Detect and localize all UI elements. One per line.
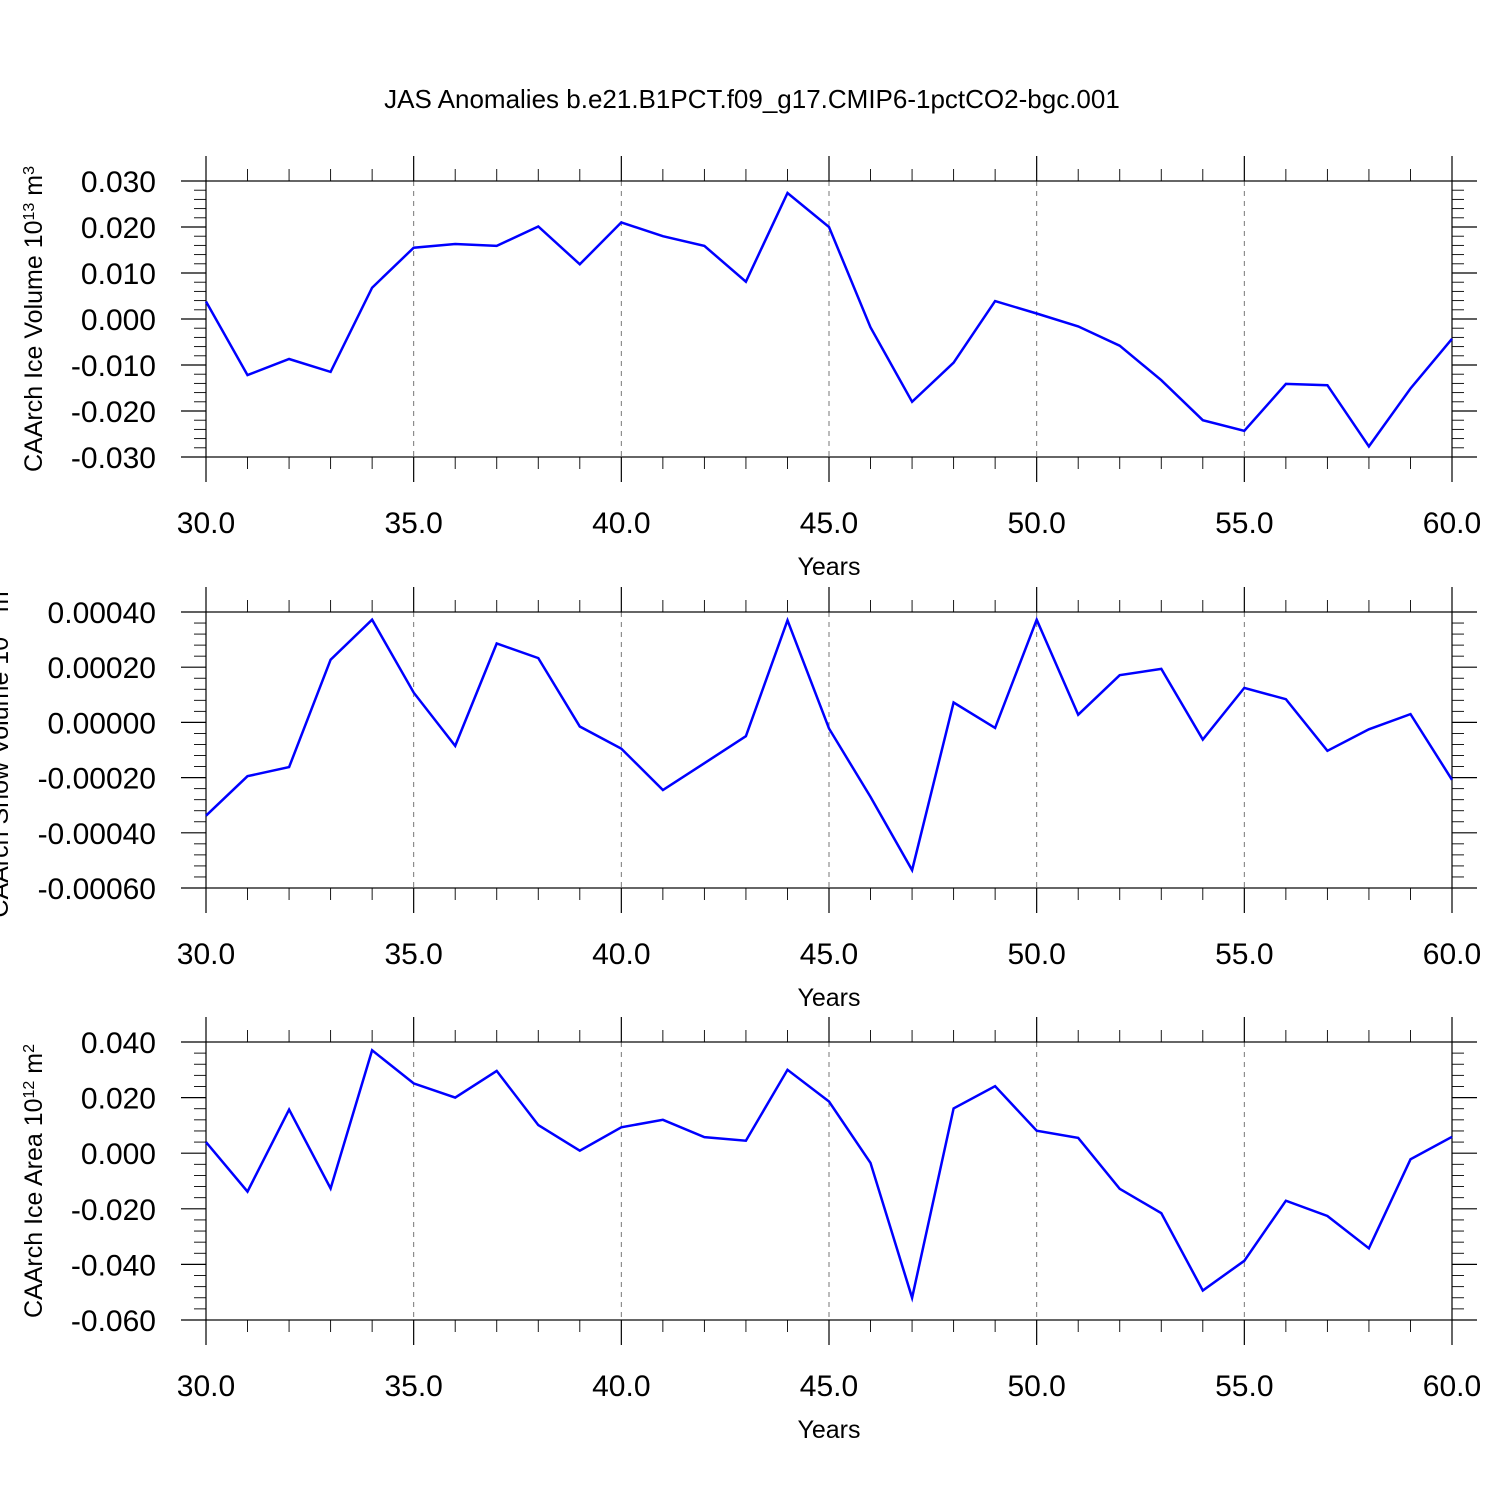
x-tick-label: 30.0 xyxy=(177,1370,235,1403)
y-tick-label: 0.020 xyxy=(81,212,156,245)
y-tick-label: 0.030 xyxy=(81,166,156,199)
x-tick-label: 45.0 xyxy=(800,938,858,971)
y-tick-label: 0.00040 xyxy=(48,597,156,630)
x-tick-label: 55.0 xyxy=(1215,1370,1273,1403)
x-tick-label: 60.0 xyxy=(1423,507,1481,540)
x-tick-label: 40.0 xyxy=(592,507,650,540)
y-axis-label-text: CAArch Ice Volume 10 xyxy=(20,220,48,472)
y-axis-label-text: m xyxy=(20,175,48,203)
x-tick-label: 45.0 xyxy=(800,1370,858,1403)
y-axis-label: CAArch Ice Area 1012 m2 xyxy=(20,1044,48,1318)
y-axis-label-text: m xyxy=(0,591,14,619)
y-tick-label: -0.00040 xyxy=(38,818,156,851)
y-axis-label-superscript: 3 xyxy=(0,582,4,591)
x-axis-label: Years xyxy=(797,553,860,581)
y-tick-label: -0.030 xyxy=(71,442,156,475)
x-tick-label: 60.0 xyxy=(1423,938,1481,971)
panels: 30.0 35.0 40.0 45.0 50.0 55.0 60.0 -0.030 -0.020… xyxy=(0,156,1481,1444)
x-tick-label: 40.0 xyxy=(592,1370,650,1403)
y-tick-label: -0.040 xyxy=(71,1249,156,1282)
y-axis-label: CAArch Ice Volume 1013 m3 xyxy=(20,166,48,472)
x-tick-label: 40.0 xyxy=(592,938,650,971)
series-line xyxy=(204,191,1453,449)
x-tick-label: 35.0 xyxy=(384,1370,442,1403)
y-axis-label-superscript: 12 xyxy=(21,1081,38,1099)
y-tick-label: 0.000 xyxy=(81,304,156,337)
x-tick-label: 50.0 xyxy=(1007,507,1065,540)
y-axis-label-superscript: 13 xyxy=(0,619,4,637)
figure-title: JAS Anomalies b.e21.B1PCT.f09_g17.CMIP6-… xyxy=(384,84,1120,114)
y-tick-label: -0.020 xyxy=(71,396,156,429)
y-tick-label: 0.000 xyxy=(81,1138,156,1171)
y-tick-label: -0.00060 xyxy=(38,873,156,906)
y-tick-label: 0.020 xyxy=(81,1083,156,1116)
x-tick-label: 45.0 xyxy=(800,507,858,540)
y-tick-label: 0.040 xyxy=(81,1027,156,1060)
x-tick-label: 50.0 xyxy=(1007,1370,1065,1403)
x-axis-label: Years xyxy=(797,984,860,1012)
y-axis-label-text: CAArch Snow Volume 10 xyxy=(0,637,14,918)
y-axis-label: CAArch Snow Volume 1013 m3 xyxy=(0,582,14,917)
chart-panel-2: 30.0 35.0 40.0 45.0 50.0 55.0 60.0 -0.00060 -0.0… xyxy=(0,582,1481,1012)
x-tick-label: 30.0 xyxy=(177,938,235,971)
series-line xyxy=(205,616,1454,874)
chart-panel-1: 30.0 35.0 40.0 45.0 50.0 55.0 60.0 -0.030 -0.020… xyxy=(20,156,1481,581)
x-tick-label: 35.0 xyxy=(384,507,442,540)
x-tick-label: 35.0 xyxy=(384,938,442,971)
y-axis-label-superscript: 2 xyxy=(21,1044,38,1053)
x-axis-label: Years xyxy=(797,1416,860,1444)
y-axis-label-text: CAArch Ice Area 10 xyxy=(20,1098,48,1318)
y-tick-label: 0.010 xyxy=(81,258,156,291)
x-tick-label: 60.0 xyxy=(1423,1370,1481,1403)
y-tick-label: -0.00020 xyxy=(38,763,156,796)
y-axis-label-superscript: 3 xyxy=(21,166,38,175)
x-tick-label: 55.0 xyxy=(1215,507,1273,540)
y-tick-label: 0.00020 xyxy=(48,652,156,685)
y-tick-label: 0.00000 xyxy=(48,707,156,740)
y-tick-label: -0.060 xyxy=(71,1305,156,1338)
y-tick-label: -0.020 xyxy=(71,1194,156,1227)
y-axis-label-superscript: 13 xyxy=(21,203,38,221)
series-line xyxy=(205,1048,1453,1303)
x-tick-label: 50.0 xyxy=(1007,938,1065,971)
x-tick-label: 30.0 xyxy=(177,507,235,540)
x-tick-label: 55.0 xyxy=(1215,938,1273,971)
y-axis-label-text: m xyxy=(20,1053,48,1081)
chart-panel-3: 30.0 35.0 40.0 45.0 50.0 55.0 60.0 -0.060 -0.040… xyxy=(20,1017,1481,1444)
y-tick-label: -0.010 xyxy=(71,350,156,383)
